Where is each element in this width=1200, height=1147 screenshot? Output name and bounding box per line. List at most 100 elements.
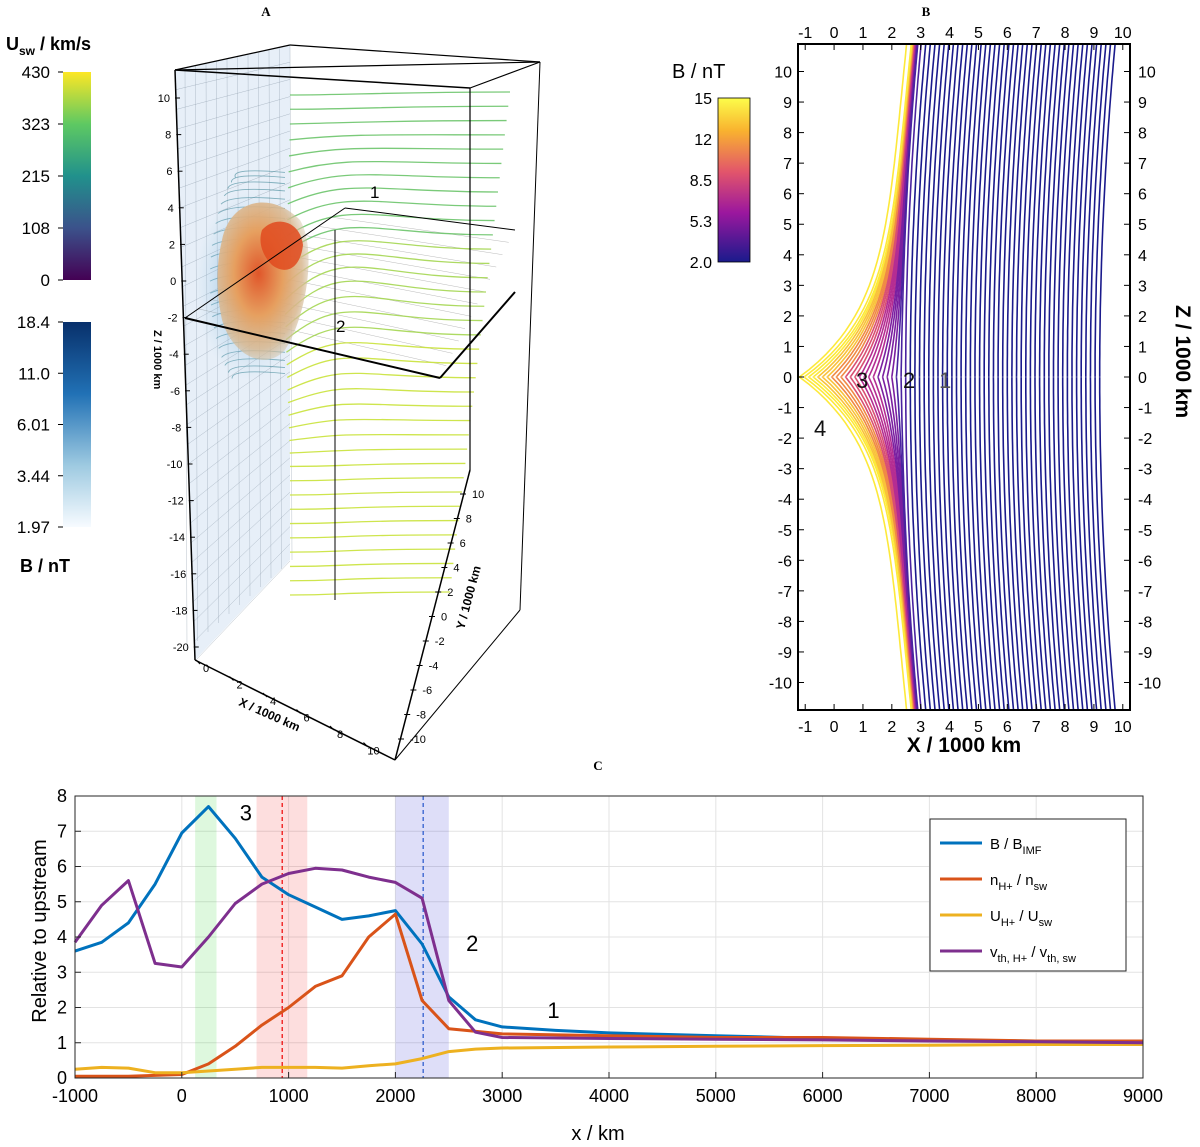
series-line-vth: [73, 866, 1144, 1045]
b-blue-tick-label: 1.97: [17, 518, 50, 537]
b-x-tick-label-bottom: 7: [1032, 719, 1041, 736]
b-marker-1: 1: [939, 368, 951, 393]
grid-line: [177, 113, 291, 150]
usw-colorbar-ticks: 430 323 215 108 0: [22, 63, 63, 290]
a-z-tick-label: -20: [173, 642, 189, 654]
x-tick-label: -1000: [52, 1086, 98, 1106]
field-line-3d: [289, 562, 454, 568]
b-z-tick-label-left: 10: [774, 64, 792, 81]
b-z-tick-label-right: -2: [1138, 431, 1152, 448]
field-line-3d: [288, 147, 504, 157]
series-line-u: [74, 1043, 1143, 1075]
b-x-tick-label-bottom: 9: [1089, 719, 1098, 736]
b-field-lines: [798, 44, 1116, 710]
field-line-3d: [287, 187, 499, 205]
b-z-tick-label-left: 4: [783, 248, 792, 265]
draped-field-line: [227, 181, 286, 189]
y-tick-label: 8: [57, 786, 67, 806]
b-z-tick-label-right: -7: [1138, 584, 1152, 601]
a-z-tick-label: 8: [165, 130, 171, 142]
b-z-tick-label-left: 9: [783, 95, 792, 112]
grid-line: [194, 560, 291, 662]
usw-colorbar: [63, 72, 91, 280]
field-line-3d: [289, 505, 461, 510]
b-marker-2: 2: [903, 368, 915, 393]
grid-line: [188, 406, 291, 484]
b-z-tick-label-left: 5: [783, 217, 792, 234]
b-x-tick-label-top: -1: [798, 25, 812, 42]
field-line-3d: [285, 295, 485, 328]
a-y-tick-label: 4: [453, 563, 459, 575]
b-z-tick-label-left: 0: [783, 370, 792, 387]
x-axis-line-3d: [184, 317, 441, 379]
inner-boundary-surface: [260, 221, 303, 270]
grid-line: [184, 67, 188, 651]
b-x-tick-label-bottom: 5: [974, 719, 983, 736]
x-tick-label: 6000: [803, 1086, 843, 1106]
x-tick-label: 4000: [589, 1086, 629, 1106]
b-z-tick-label-left: -1: [778, 401, 792, 418]
a-z-tick-label: -10: [167, 459, 183, 471]
field-line-3d: [289, 577, 452, 582]
field-line-3d: [288, 403, 473, 416]
b-z-tick-label-right: 5: [1138, 217, 1147, 234]
b-x-tick-label-bottom: 3: [916, 719, 925, 736]
b-z-tick-label-right: 4: [1138, 248, 1147, 265]
b-z-tick-label-left: -2: [778, 431, 792, 448]
y-tick-label: 0: [57, 1068, 67, 1088]
b-z-tick-label-right: -6: [1138, 553, 1152, 570]
b-z-tick-label-left: -9: [778, 645, 792, 662]
field-line-3d: [287, 388, 475, 404]
b-x-tick-label-top: 3: [916, 25, 925, 42]
legend-entry: vth, H+ / vth, sw: [990, 944, 1076, 965]
b-blue-tick-label: 3.44: [17, 467, 50, 486]
a-x-tick-label: 8: [337, 729, 343, 741]
b-x-tick-label-top: 2: [887, 25, 896, 42]
x-tick-label: 9000: [1123, 1086, 1163, 1106]
b-blue-colorbar: [63, 322, 91, 527]
a-z-tick-label: -12: [168, 496, 184, 508]
y-tick-label: 7: [57, 821, 67, 841]
field-line-3d: [289, 591, 451, 596]
annotation-label: 3: [240, 801, 252, 826]
a-z-tick-label: 6: [166, 166, 172, 178]
a-x-tick-label: 0: [203, 663, 209, 675]
field-line-3d: [287, 372, 476, 391]
b-z-tick-label-left: -6: [778, 553, 792, 570]
b-z-tick-label-left: -4: [778, 492, 792, 509]
b-z-tick-label-left: 7: [783, 156, 792, 173]
b-z-tick-label-left: 6: [783, 187, 792, 204]
b-x-tick-label-bottom: 4: [945, 719, 954, 736]
b-z-tick-label-left: 8: [783, 126, 792, 143]
grid-line: [192, 492, 291, 583]
field-line-plot: [798, 44, 1116, 710]
field-line-3d: [289, 477, 464, 482]
box-edge: [174, 44, 291, 71]
field-line-3d: [287, 174, 500, 189]
field-line-3d: [287, 200, 497, 221]
a-z-axis-label: Z / 1000 km: [151, 330, 163, 390]
a-z-tick-label: 4: [168, 203, 174, 215]
b-z-tick-label-right: 1: [1138, 339, 1147, 356]
usw-tick-label: 323: [22, 115, 50, 134]
field-line-3d: [285, 240, 492, 269]
grid-line: [331, 216, 509, 243]
grid-line: [194, 543, 291, 642]
x-tick-label: 8000: [1016, 1086, 1056, 1106]
panel-a-label: A: [261, 4, 271, 19]
x-tick-label: 3000: [482, 1086, 522, 1106]
b-z-tick-label-left: 1: [783, 339, 792, 356]
b-z-tick-label-right: -10: [1138, 676, 1161, 693]
b-x-tick-label-bottom: 8: [1061, 719, 1070, 736]
draped-field-line: [223, 188, 286, 197]
legend: B / BIMF nH+ / nsw UH+ / Usw vth, H+ / vth,…: [929, 818, 1127, 972]
usw-tick-label: 108: [22, 219, 50, 238]
field-line-3d: [289, 462, 466, 468]
a-x-tick-label: 4: [270, 696, 276, 708]
grid-line: [179, 165, 291, 209]
a-x-tick: [229, 676, 234, 681]
x-tick-label: 5000: [696, 1086, 736, 1106]
grid-line: [178, 130, 291, 169]
usw-tick-label: 215: [22, 167, 50, 186]
